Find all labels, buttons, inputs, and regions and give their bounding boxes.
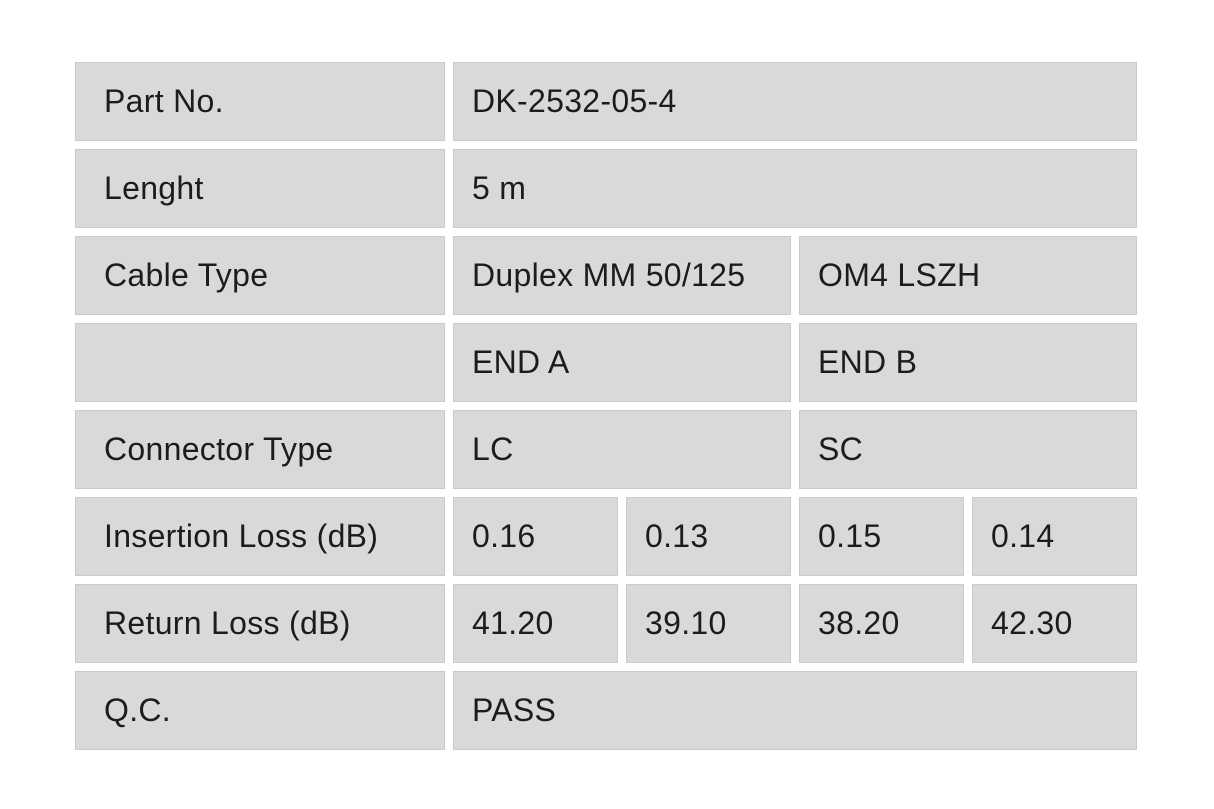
value-cell: 0.15 — [799, 497, 964, 576]
row-label: Cable Type — [75, 236, 445, 315]
value-cell: LC — [453, 410, 791, 489]
value-cell: END B — [799, 323, 1137, 402]
value-cell: PASS — [453, 671, 1137, 750]
value-cell: OM4 LSZH — [799, 236, 1137, 315]
value-cell: 38.20 — [799, 584, 964, 663]
value-cell: DK-2532-05-4 — [453, 62, 1137, 141]
value-cell: 0.16 — [453, 497, 618, 576]
row-label: Q.C. — [75, 671, 445, 750]
row-label: Part No. — [75, 62, 445, 141]
row-label: Return Loss (dB) — [75, 584, 445, 663]
value-cell: 0.14 — [972, 497, 1137, 576]
value-cell: Duplex MM 50/125 — [453, 236, 791, 315]
value-cell: 42.30 — [972, 584, 1137, 663]
value-cell: END A — [453, 323, 791, 402]
row-label: Lenght — [75, 149, 445, 228]
row-label: Connector Type — [75, 410, 445, 489]
value-cell: SC — [799, 410, 1137, 489]
value-cell: 41.20 — [453, 584, 618, 663]
value-cell: 0.13 — [626, 497, 791, 576]
row-label: Insertion Loss (dB) — [75, 497, 445, 576]
cable-spec-table: Part No. DK-2532-05-4 Lenght 5 m Cable Type D… — [75, 62, 1137, 750]
value-cell: 5 m — [453, 149, 1137, 228]
value-cell: 39.10 — [626, 584, 791, 663]
row-label — [75, 323, 445, 402]
